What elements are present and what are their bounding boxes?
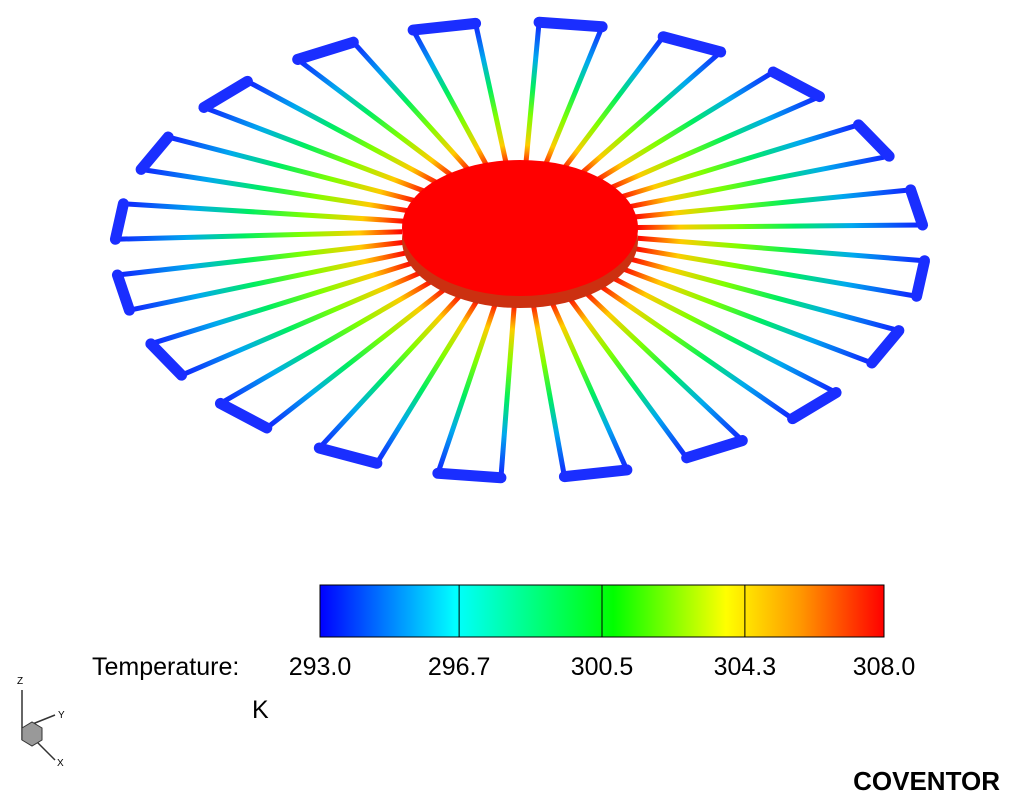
beam — [583, 290, 745, 443]
beam — [606, 94, 821, 192]
triad-cube — [21, 721, 43, 747]
beam — [629, 256, 900, 334]
triad: Z Y X — [17, 676, 65, 769]
beam — [498, 302, 517, 478]
beam — [597, 283, 794, 421]
beam-anchor — [292, 36, 359, 65]
beam — [351, 40, 474, 175]
colorbar-label: Temperature: — [92, 653, 239, 681]
triad-label: Y — [58, 710, 65, 721]
beam — [637, 222, 923, 231]
beam — [317, 292, 464, 450]
beam — [180, 270, 423, 378]
beam — [115, 229, 403, 242]
beam-anchor — [145, 338, 187, 381]
beam-anchor — [111, 269, 135, 316]
beam — [167, 134, 419, 204]
beam-anchor — [407, 17, 482, 36]
beam — [296, 57, 457, 181]
colorbar-tick-label: 293.0 — [289, 653, 352, 681]
beam — [592, 69, 775, 185]
beam — [635, 246, 918, 299]
beam — [621, 266, 873, 366]
beam — [374, 297, 481, 465]
beam — [150, 260, 414, 347]
colorbar-tick-label: 296.7 — [428, 653, 491, 681]
triad-label: X — [57, 758, 64, 769]
beam-anchor — [657, 31, 727, 58]
beam — [637, 235, 925, 264]
beam-anchor — [558, 464, 633, 483]
beam-anchor — [866, 325, 905, 369]
beam — [617, 122, 860, 201]
beam — [473, 22, 510, 168]
beam-anchor — [198, 75, 253, 113]
beam — [548, 299, 630, 471]
beam-anchor — [853, 119, 895, 162]
beam — [203, 105, 429, 195]
beam — [633, 187, 911, 220]
beam-anchor — [911, 255, 931, 302]
beam-anchor — [905, 184, 929, 231]
beam — [265, 286, 448, 430]
beam — [530, 302, 567, 478]
beam-anchor — [313, 442, 383, 469]
beam — [117, 239, 403, 278]
beam — [435, 300, 499, 475]
beam — [576, 50, 723, 178]
disk — [402, 160, 638, 296]
colorbar-unit: K — [252, 696, 269, 724]
beam — [541, 25, 605, 170]
colorbar-tick-label: 308.0 — [853, 653, 916, 681]
colorbar-tick-label: 300.5 — [571, 653, 634, 681]
beam-anchor — [787, 387, 842, 425]
render — [109, 16, 931, 484]
beam-anchor — [767, 66, 826, 103]
beam-anchor — [432, 467, 507, 484]
beam — [128, 250, 407, 313]
beam — [140, 166, 411, 214]
beam — [123, 201, 405, 224]
beam-anchor — [533, 16, 608, 33]
beam-anchor — [135, 131, 174, 175]
beam — [410, 28, 492, 171]
triad-label: Z — [17, 676, 23, 687]
beam-anchor — [109, 198, 129, 245]
beam — [246, 79, 442, 187]
beam — [566, 295, 689, 460]
beam — [523, 22, 542, 168]
beam — [627, 153, 890, 210]
brand: COVENTOR — [853, 766, 1000, 796]
beam — [610, 275, 838, 395]
beam-anchor — [214, 397, 273, 434]
beam — [219, 278, 434, 406]
colorbar-tick-label: 304.3 — [714, 653, 777, 681]
beam — [559, 35, 666, 173]
beam-anchor — [681, 435, 748, 464]
